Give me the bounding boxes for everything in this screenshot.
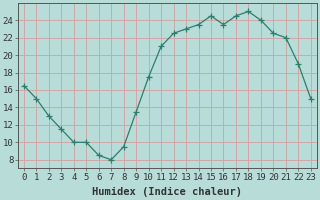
X-axis label: Humidex (Indice chaleur): Humidex (Indice chaleur) [92, 187, 242, 197]
